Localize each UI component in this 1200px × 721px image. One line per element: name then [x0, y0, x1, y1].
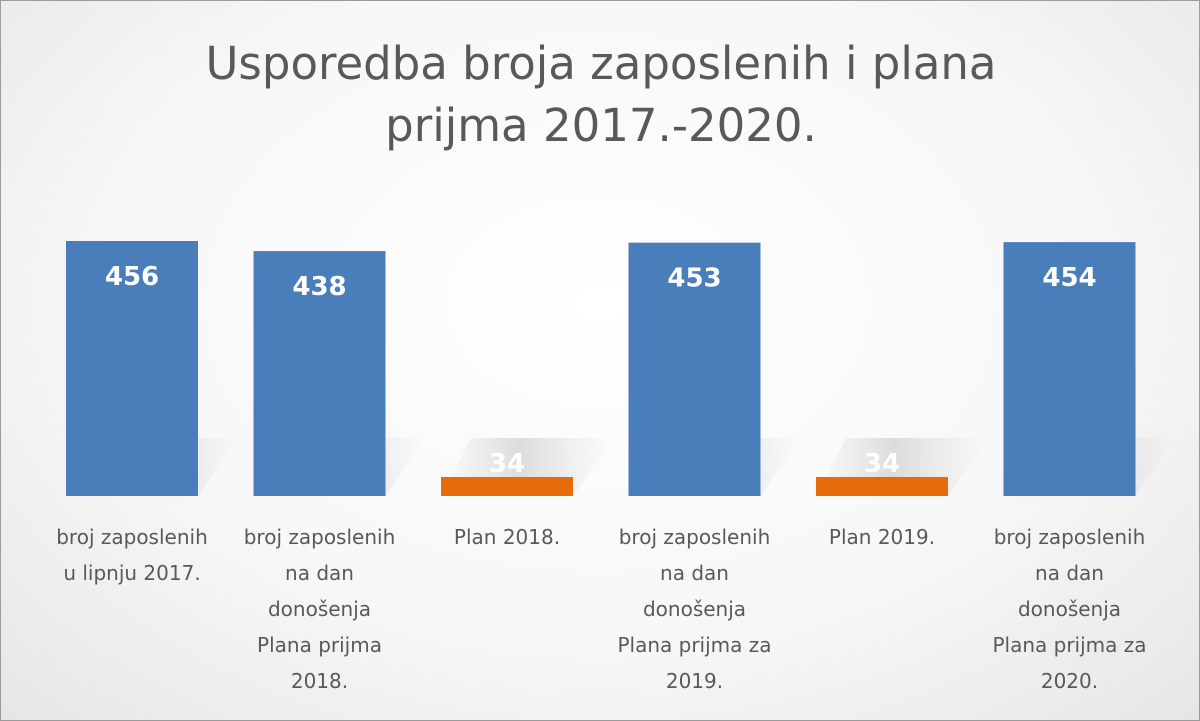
bar-value-label-2: 438: [292, 272, 346, 302]
chart-title-line-2: prijma 2017.-2020.: [385, 99, 817, 152]
category-label-4: broj zaposlenih na dan donošenja Plana prij…: [597, 519, 793, 699]
category-label-line: Plan 2018.: [453, 525, 561, 549]
category-label-1: broj zaposlenih u lipnju 2017.: [34, 519, 230, 591]
category-label-5: Plan 2019.: [784, 519, 980, 555]
bar-value-label-1: 456: [105, 262, 159, 292]
bar-4: [628, 242, 761, 496]
category-label-line: broj zaposlenih: [993, 525, 1146, 549]
bar-5: [816, 476, 948, 496]
bar-value-label-6: 454: [1042, 263, 1096, 293]
category-label-line: Plan 2019.: [828, 525, 936, 549]
category-label-line: na dan: [285, 561, 354, 585]
bar-value-label-5: 34: [864, 449, 900, 479]
category-label-line: broj zaposlenih: [618, 525, 771, 549]
category-label-line: donošenja: [642, 597, 747, 621]
chart-title: Usporedba broja zaposlenih i plana prijm…: [1, 33, 1199, 157]
bar-6: [1003, 242, 1136, 496]
category-label-line: Plana prijma za: [617, 633, 772, 657]
bar-value-label-3: 34: [489, 449, 525, 479]
category-label-line: na dan: [1035, 561, 1104, 585]
category-label-line: Plana prijma: [257, 633, 382, 657]
category-label-line: u lipnju 2017.: [63, 561, 201, 585]
category-label-3: Plan 2018.: [409, 519, 605, 555]
bar-2: [253, 251, 386, 496]
category-label-line: 2019.: [665, 669, 724, 693]
bar-3: [441, 476, 573, 496]
category-label-line: 2018.: [290, 669, 349, 693]
category-label-line: donošenja: [1017, 597, 1122, 621]
category-label-line: donošenja: [267, 597, 372, 621]
category-label-line: Plana prijma za: [992, 633, 1147, 657]
category-label-6: broj zaposlenih na dan donošenja Plana prij…: [972, 519, 1168, 699]
category-label-line: broj zaposlenih: [243, 525, 396, 549]
category-label-line: 2020.: [1040, 669, 1099, 693]
category-label-line: na dan: [660, 561, 729, 585]
category-label-2: broj zaposlenih na dan donošenja Plana prij…: [222, 519, 418, 699]
chart-title-line-1: Usporedba broja zaposlenih i plana: [205, 37, 997, 90]
bar-value-label-4: 453: [667, 264, 721, 294]
bar-1: [66, 241, 198, 496]
category-label-line: broj zaposlenih: [56, 525, 208, 549]
